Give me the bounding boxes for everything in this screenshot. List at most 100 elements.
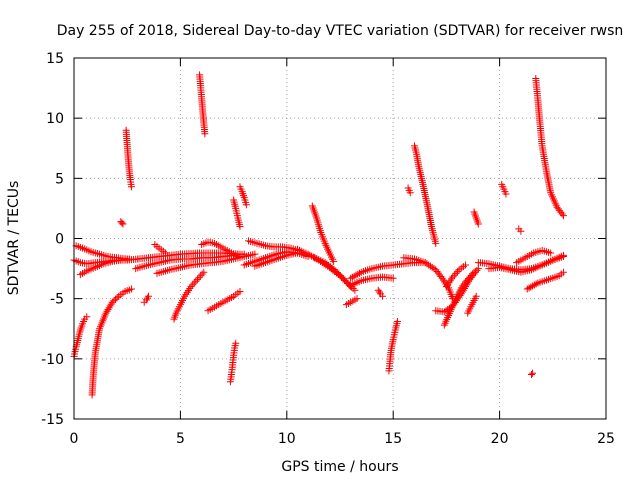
series-arc-9 — [134, 249, 244, 263]
data-point — [406, 189, 414, 197]
series-arc-31 — [404, 184, 414, 197]
data-point — [142, 296, 150, 304]
data-point — [547, 249, 555, 257]
data-point — [325, 261, 333, 269]
data-point — [474, 265, 482, 273]
data-point — [352, 271, 360, 279]
x-tick-label: 15 — [384, 431, 402, 447]
data-point — [530, 281, 538, 289]
data-point — [236, 222, 244, 230]
y-tick-label: 0 — [55, 232, 64, 248]
data-point — [201, 130, 209, 138]
data-point — [200, 268, 208, 276]
data-point — [348, 273, 356, 281]
series-arc-13 — [170, 268, 208, 323]
data-point — [559, 212, 567, 220]
data-point — [127, 183, 135, 191]
x-tick-label: 5 — [176, 431, 185, 447]
series-arc-43 — [528, 369, 537, 378]
data-point — [83, 313, 91, 321]
series-arc-19 — [236, 183, 250, 209]
data-point — [450, 271, 458, 279]
data-point — [472, 292, 480, 300]
data-point — [330, 266, 338, 274]
data-point — [306, 251, 314, 259]
data-point — [423, 260, 431, 268]
data-point — [118, 219, 126, 227]
series-arc-29 — [374, 286, 387, 300]
data-point — [192, 277, 200, 285]
data-point — [529, 369, 537, 377]
x-axis-label: GPS time / hours — [281, 459, 398, 475]
series-arc-8 — [140, 292, 152, 306]
series-arc-42 — [515, 225, 525, 235]
data-point — [323, 260, 331, 268]
data-point — [393, 318, 401, 326]
data-point — [356, 269, 364, 277]
data-point — [428, 263, 436, 271]
data-point — [466, 273, 474, 281]
data-point — [195, 274, 203, 282]
data-point — [454, 268, 462, 276]
data-point — [162, 249, 170, 257]
series-arc-12 — [151, 241, 170, 257]
data-point — [502, 190, 510, 198]
data-point — [449, 273, 457, 281]
series-arc-27 — [347, 273, 397, 289]
data-point — [432, 239, 440, 247]
data-point — [119, 220, 127, 228]
series-arc-16 — [198, 238, 244, 262]
data-point — [339, 275, 347, 283]
series-arc-4 — [70, 313, 91, 360]
data-point — [332, 267, 340, 275]
data-point — [242, 201, 250, 209]
series-arc-44 — [523, 268, 567, 293]
data-point — [236, 287, 244, 295]
data-point — [462, 278, 470, 286]
data-point — [321, 259, 329, 267]
data-point — [197, 272, 205, 280]
data-point — [106, 302, 114, 310]
data-point — [326, 263, 334, 271]
data-point — [193, 275, 201, 283]
data-point — [474, 220, 482, 228]
data-point — [105, 304, 113, 312]
data-point — [426, 262, 434, 270]
data-point — [532, 280, 540, 288]
series-arc-17 — [226, 339, 240, 386]
y-tick-label: -5 — [50, 292, 64, 308]
data-point — [437, 273, 445, 281]
y-axis-label: SDTVAR / TECUs — [6, 181, 22, 296]
data-point — [559, 251, 567, 259]
data-point — [336, 272, 344, 280]
data-point — [328, 264, 336, 272]
series-arc-32 — [410, 142, 440, 247]
data-point — [190, 279, 198, 287]
data-point — [525, 284, 533, 292]
data-point — [251, 250, 259, 258]
data-point — [375, 288, 383, 296]
y-tick-label: -10 — [41, 352, 64, 368]
series-arc-18 — [230, 196, 244, 230]
series-arc-38 — [464, 292, 480, 317]
series-arc-14 — [196, 71, 209, 138]
series-arc-25 — [310, 254, 359, 294]
data-point — [558, 210, 566, 218]
data-point — [144, 292, 152, 300]
data-point — [559, 268, 567, 276]
grid-lines — [74, 58, 606, 419]
data-point — [347, 274, 355, 282]
data-point — [232, 339, 240, 347]
series-arc-45 — [532, 74, 567, 220]
series-arc-15 — [204, 287, 244, 315]
data-point — [421, 259, 429, 267]
y-tick-label: 5 — [55, 171, 64, 187]
data-point — [103, 307, 111, 315]
series-arc-37 — [470, 208, 482, 228]
data-point — [473, 266, 481, 274]
data-point — [304, 250, 312, 258]
series-arc-41 — [498, 180, 510, 198]
data-point — [470, 268, 478, 276]
data-point — [374, 286, 382, 294]
